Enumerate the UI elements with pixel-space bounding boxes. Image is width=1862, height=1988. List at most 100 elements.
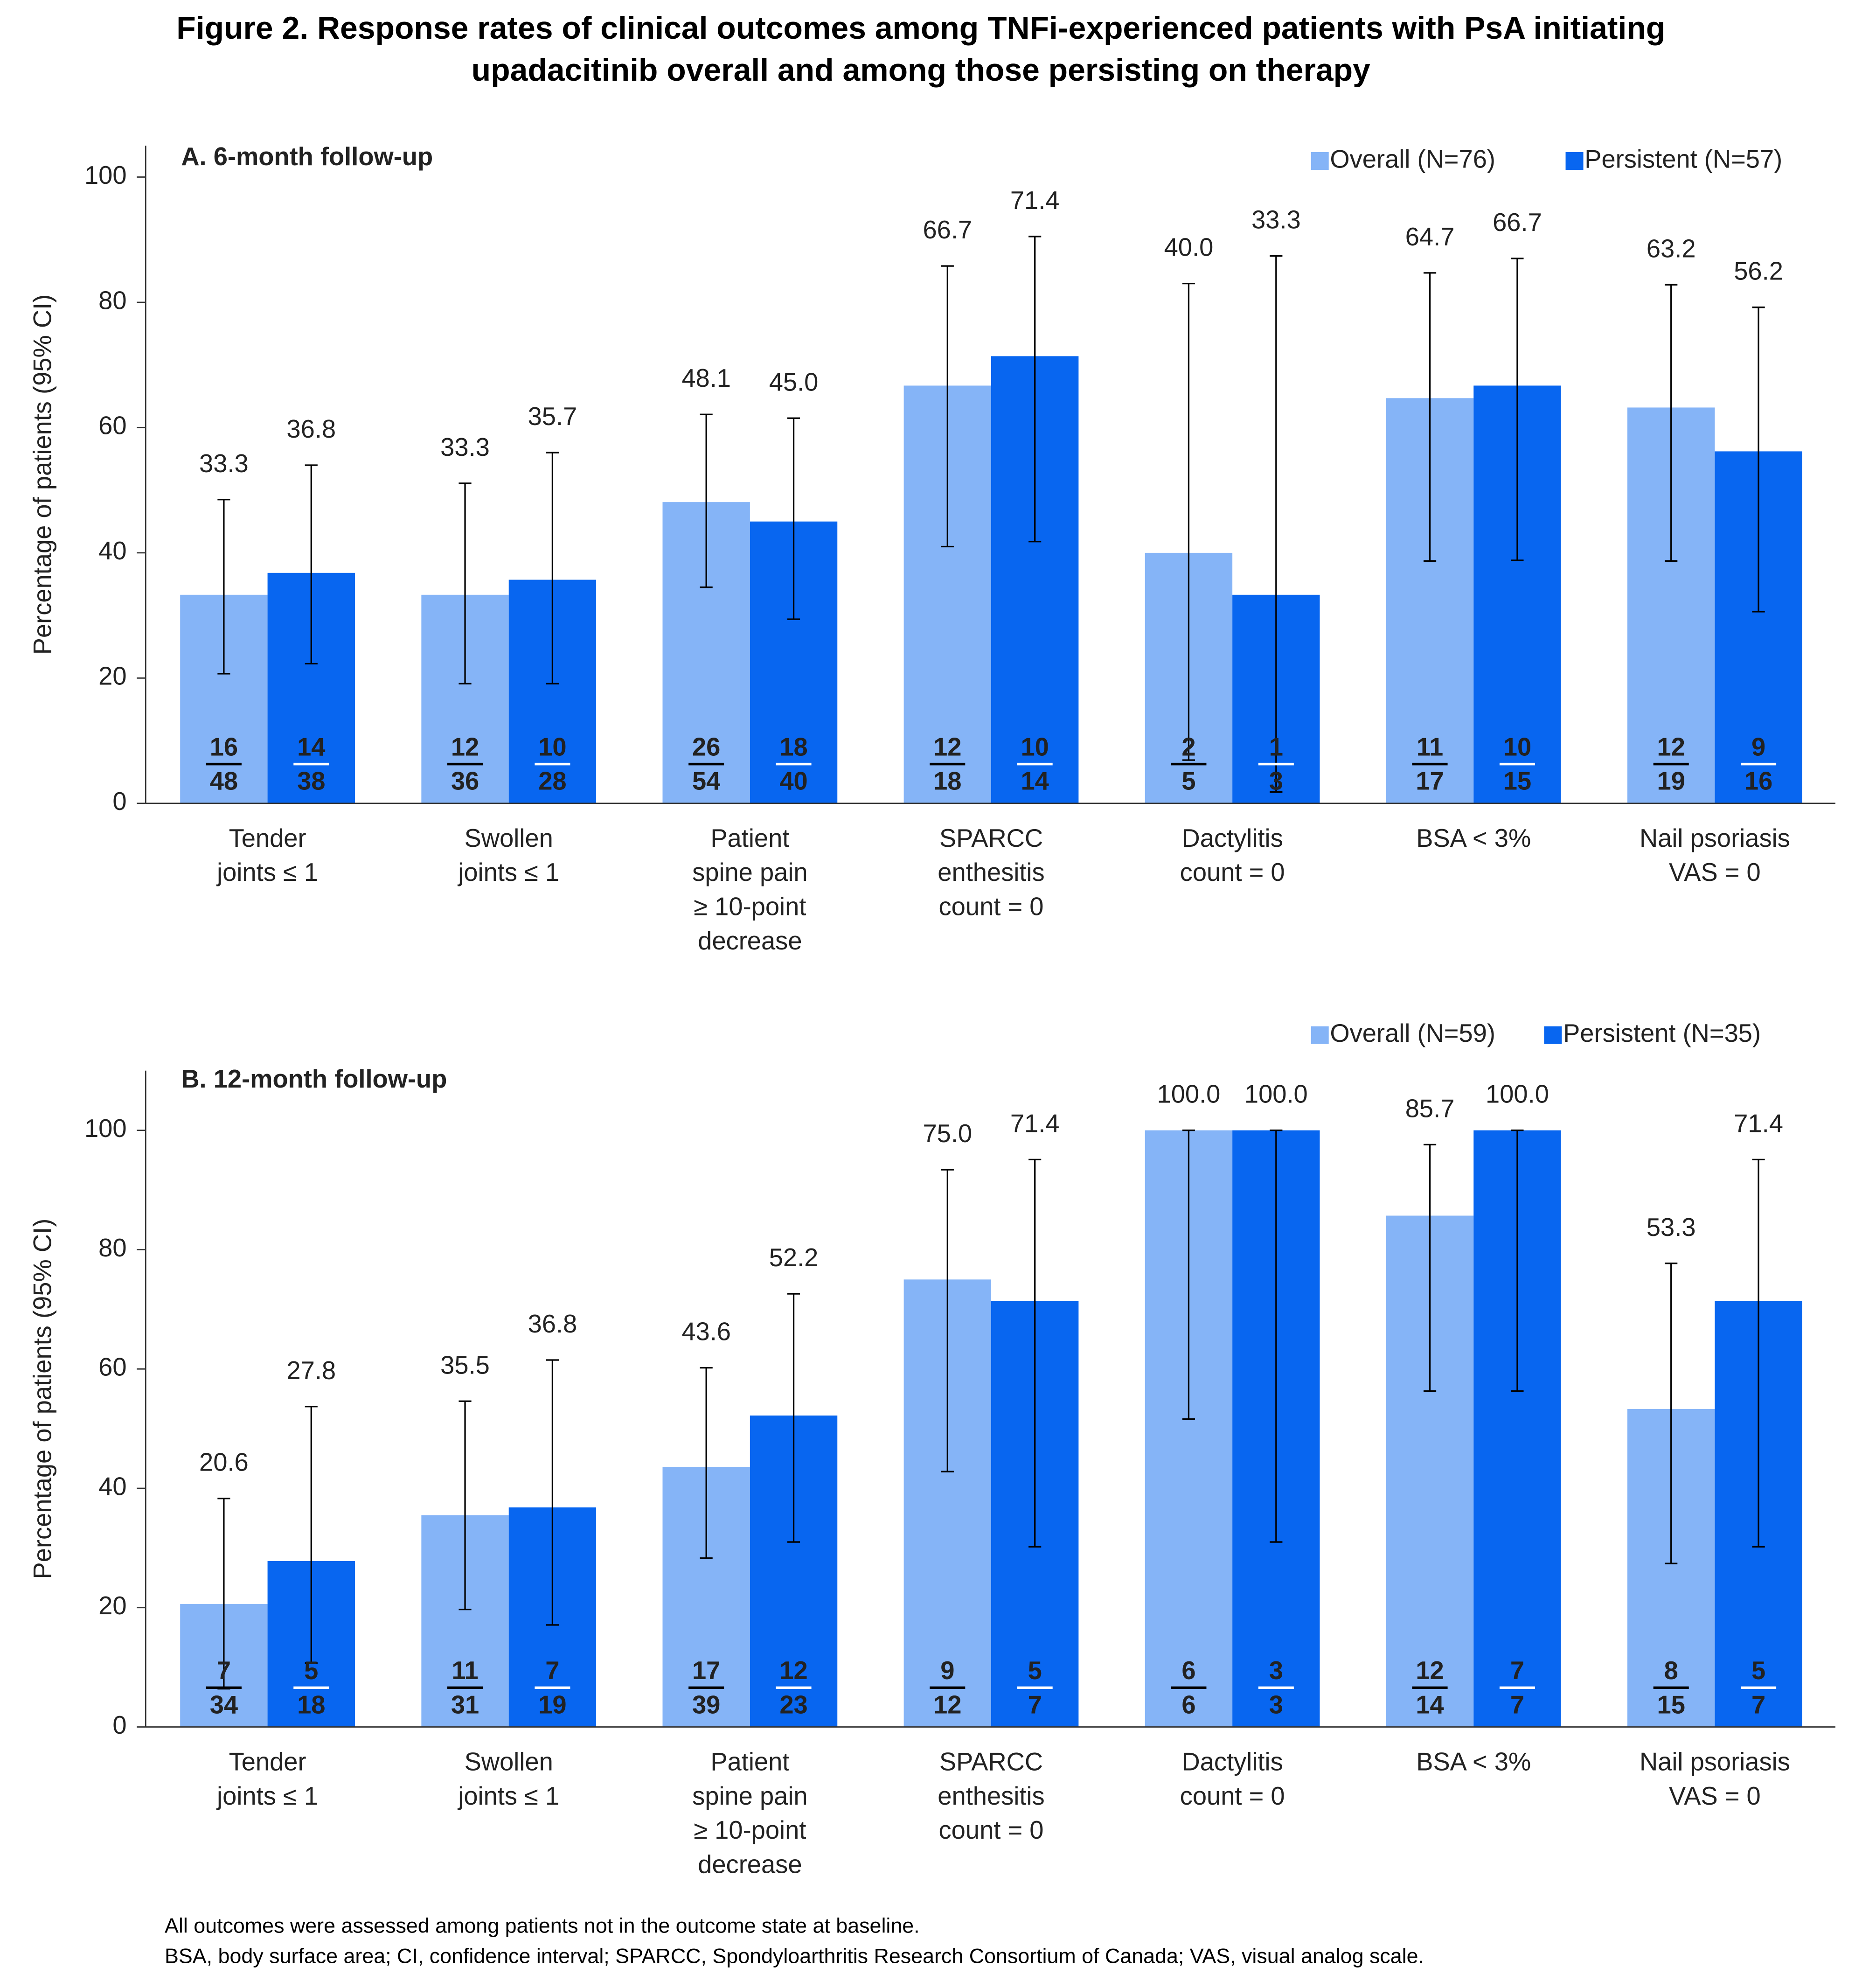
denominator: 48 — [210, 767, 238, 795]
denominator: 19 — [1657, 767, 1685, 795]
numerator: 10 — [1021, 732, 1049, 761]
error-bar — [217, 499, 230, 675]
value-label: 40.0 — [1164, 233, 1214, 262]
value-label: 56.2 — [1734, 257, 1783, 286]
value-label: 35.5 — [440, 1351, 490, 1379]
denominator: 17 — [1416, 767, 1444, 795]
value-label: 100.0 — [1486, 1080, 1549, 1109]
denominator: 38 — [297, 767, 325, 795]
x-tick-label: ≥ 10-point — [694, 893, 806, 921]
numerator: 11 — [452, 1656, 478, 1685]
footnote: BSA, body surface area; CI, confidence i… — [165, 1945, 1424, 1968]
y-axis-label: Percentage of patients (95% CI) — [28, 294, 56, 655]
denominator: 31 — [451, 1690, 479, 1719]
error-bar — [787, 417, 800, 620]
denominator: 7 — [1510, 1690, 1524, 1719]
denominator: 15 — [1503, 767, 1531, 795]
x-tick-label: Swollen — [465, 824, 553, 852]
denominator: 36 — [451, 767, 479, 795]
numerator: 9 — [940, 1656, 954, 1685]
figure-title: upadacitinib overall and among those per… — [472, 53, 1370, 88]
denominator: 5 — [1181, 767, 1195, 795]
denominator: 14 — [1021, 767, 1049, 795]
value-label: 45.0 — [769, 368, 819, 396]
value-label: 35.7 — [528, 402, 577, 431]
value-label: 100.0 — [1244, 1080, 1308, 1109]
value-label: 71.4 — [1734, 1109, 1783, 1137]
x-tick-label: enthesitis — [938, 858, 1044, 886]
error-bar — [546, 452, 559, 685]
numerator: 8 — [1664, 1656, 1678, 1685]
error-bar — [1270, 1130, 1283, 1543]
denominator: 16 — [1744, 767, 1772, 795]
error-bar — [700, 1367, 713, 1559]
error-bar — [787, 1293, 800, 1543]
error-bar — [1028, 236, 1042, 543]
value-label: 63.2 — [1647, 234, 1696, 263]
panel-title: A. 6-month follow-up — [181, 142, 433, 171]
legend-swatch — [1311, 152, 1329, 170]
x-tick-label: enthesitis — [938, 1782, 1044, 1810]
x-tick-label: Patient — [710, 1748, 789, 1776]
legend-swatch — [1544, 1026, 1562, 1044]
denominator: 18 — [933, 767, 961, 795]
y-axis-label: Percentage of patients (95% CI) — [28, 1219, 56, 1579]
x-tick-label: SPARCC — [939, 1748, 1043, 1776]
denominator: 6 — [1181, 1690, 1195, 1719]
x-tick-label: Dactylitis — [1182, 824, 1283, 852]
x-tick-label: joints ≤ 1 — [457, 1782, 559, 1810]
y-tick-label: 60 — [98, 1353, 126, 1381]
error-bar — [1752, 307, 1765, 613]
value-label: 43.6 — [681, 1318, 731, 1346]
value-label: 53.3 — [1647, 1213, 1696, 1242]
numerator: 12 — [451, 732, 479, 761]
numerator: 18 — [779, 732, 807, 761]
footnote: All outcomes were assessed among patient… — [165, 1914, 920, 1937]
error-bar — [1424, 1144, 1437, 1392]
error-bar — [1665, 284, 1678, 562]
y-tick-label: 80 — [98, 286, 126, 314]
error-bar — [1028, 1158, 1042, 1548]
numerator: 10 — [538, 732, 566, 761]
denominator: 7 — [1751, 1690, 1765, 1719]
x-tick-label: Patient — [710, 824, 789, 852]
legend-label: Persistent (N=57) — [1584, 145, 1782, 173]
denominator: 15 — [1657, 1690, 1685, 1719]
denominator: 18 — [297, 1690, 325, 1719]
y-tick-label: 60 — [98, 412, 126, 440]
x-tick-label: joints ≤ 1 — [216, 1782, 318, 1810]
x-tick-label: joints ≤ 1 — [216, 858, 318, 886]
error-bar — [546, 1359, 559, 1626]
x-tick-label: ≥ 10-point — [694, 1816, 806, 1844]
x-tick-label: spine pain — [692, 858, 808, 886]
value-label: 75.0 — [923, 1119, 972, 1148]
numerator: 5 — [304, 1656, 318, 1685]
denominator: 14 — [1416, 1690, 1444, 1719]
value-label: 20.6 — [199, 1448, 249, 1477]
numerator: 16 — [210, 732, 238, 761]
error-bar — [1665, 1263, 1678, 1564]
x-tick-label: count = 0 — [939, 1816, 1044, 1844]
x-tick-label: Tender — [229, 824, 306, 852]
x-tick-label: Tender — [229, 1748, 306, 1776]
numerator: 12 — [1657, 732, 1685, 761]
panel-title: B. 12-month follow-up — [181, 1065, 447, 1093]
error-bar — [305, 1406, 318, 1664]
numerator: 26 — [692, 732, 720, 761]
legend-label: Overall (N=59) — [1330, 1019, 1495, 1047]
x-tick-label: BSA < 3% — [1416, 824, 1531, 852]
denominator: 12 — [933, 1690, 961, 1719]
y-tick-label: 40 — [98, 537, 126, 565]
value-label: 66.7 — [1493, 208, 1542, 237]
error-bar — [1511, 258, 1524, 561]
value-label: 64.7 — [1405, 223, 1455, 251]
numerator: 2 — [1181, 732, 1195, 761]
denominator: 23 — [779, 1690, 807, 1719]
figure-title: Figure 2. Response rates of clinical out… — [176, 11, 1665, 46]
x-tick-label: Dactylitis — [1182, 1748, 1283, 1776]
error-bar — [941, 265, 954, 548]
y-tick-label: 80 — [98, 1234, 126, 1262]
error-bar — [305, 464, 318, 665]
